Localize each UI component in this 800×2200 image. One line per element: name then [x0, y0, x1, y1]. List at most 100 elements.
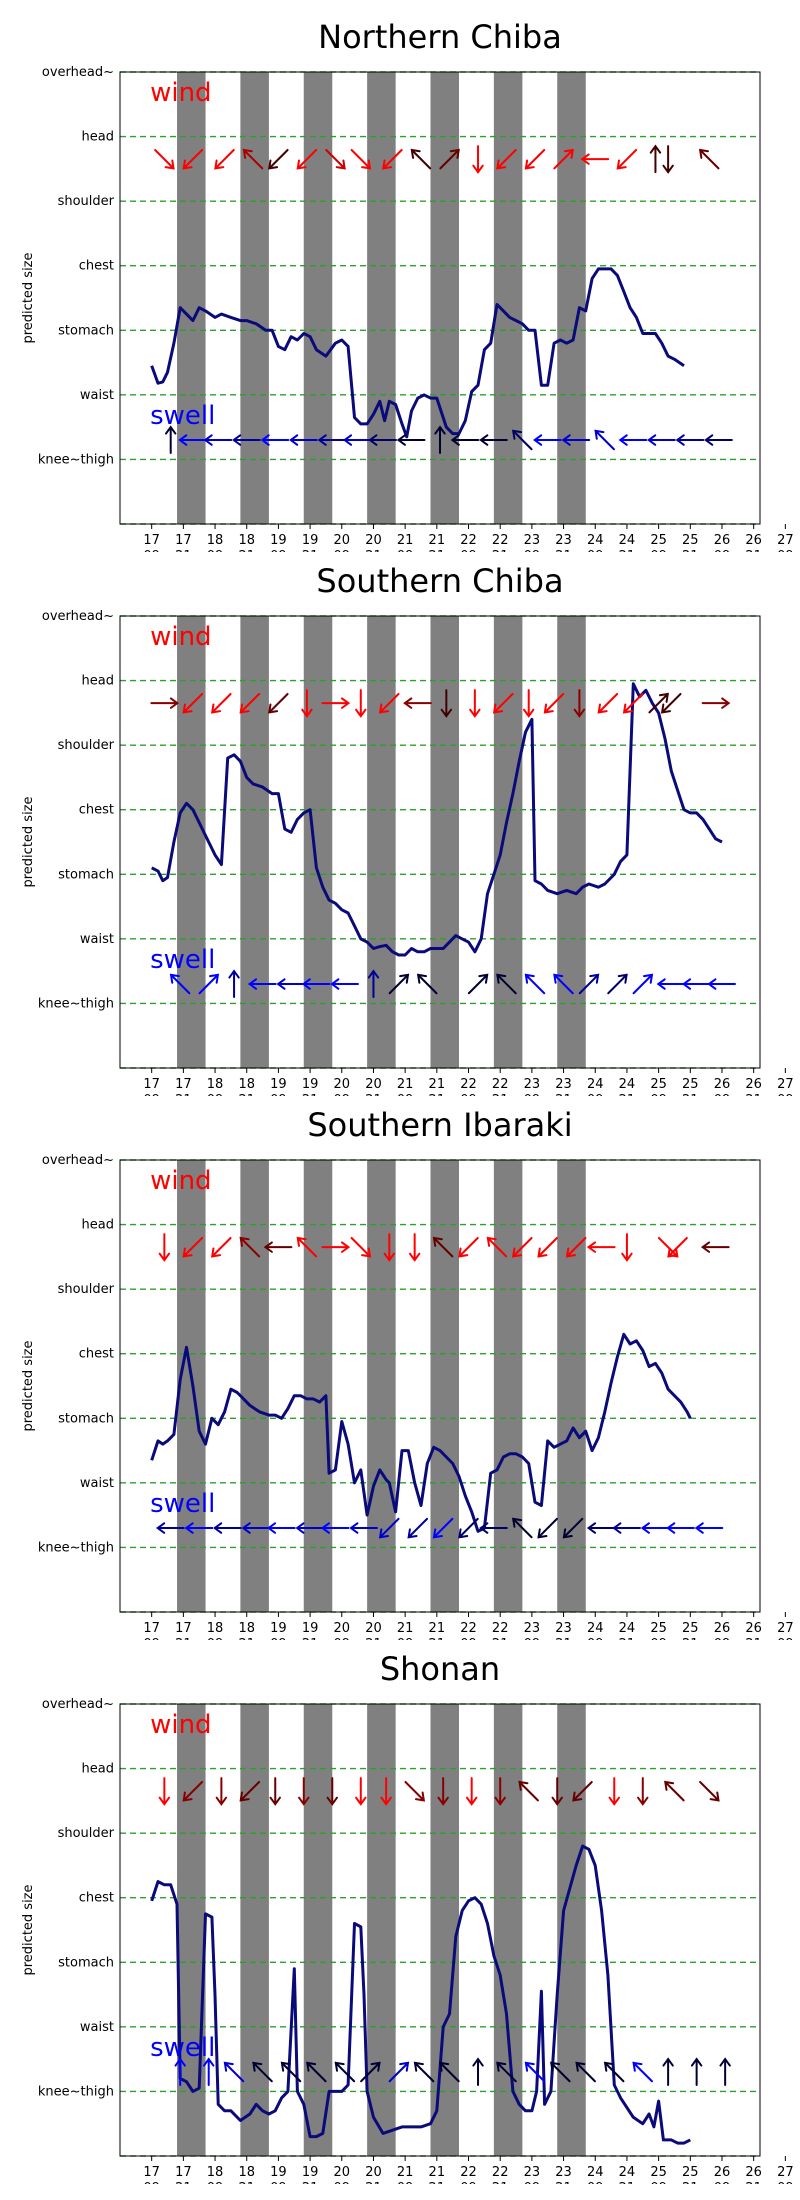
swell-arrow — [301, 978, 331, 990]
wind-arrow — [182, 1780, 204, 1802]
x-tick-day: 25 — [650, 533, 667, 548]
x-tick-hour: 09 — [143, 549, 160, 552]
swell-arrow — [632, 973, 654, 995]
x-tick-hour: 21 — [238, 2181, 255, 2184]
swell-arrow — [496, 973, 517, 995]
x-tick-day: 20 — [334, 2165, 351, 2180]
night-band — [430, 1160, 460, 1612]
wind-arrow — [622, 692, 644, 714]
night-band — [303, 1704, 333, 2156]
x-tick-hour: 09 — [650, 549, 667, 552]
chart-title: Southern Ibaraki — [307, 1106, 572, 1144]
x-tick-day: 24 — [619, 533, 636, 548]
wind-arrow — [239, 692, 261, 714]
swell-arrow — [416, 973, 438, 995]
swell-arrow — [553, 973, 574, 995]
swell-label: swell — [150, 401, 215, 431]
x-tick-hour: 21 — [238, 1093, 255, 1096]
x-tick-hour: 09 — [650, 2181, 667, 2184]
x-tick-hour: 21 — [302, 549, 319, 552]
x-tick-hour: 09 — [460, 1093, 477, 1096]
swell-arrow — [550, 2061, 571, 2083]
x-tick-hour: 09 — [207, 2181, 224, 2184]
y-axis-label: predicted size — [21, 1340, 36, 1431]
swell-arrow — [334, 2061, 356, 2083]
x-tick-hour: 21 — [619, 2181, 636, 2184]
swell-arrow — [164, 425, 177, 455]
wind-arrow — [543, 692, 565, 714]
x-tick-day: 27 — [777, 1077, 794, 1092]
x-tick-hour: 09 — [207, 1637, 224, 1640]
wind-arrow — [239, 1236, 261, 1258]
wind-arrow — [494, 1777, 506, 1806]
swell-arrow — [396, 434, 426, 446]
x-tick-hour: 21 — [682, 2181, 699, 2184]
night-band — [430, 72, 460, 524]
swell-arrow — [388, 973, 410, 995]
x-tick-day: 19 — [302, 1621, 319, 1636]
x-tick-hour: 09 — [143, 1637, 160, 1640]
swell-arrow — [178, 434, 207, 446]
x-tick-day: 17 — [175, 1621, 192, 1636]
y-axis-label: predicted size — [21, 252, 36, 343]
swell-arrow — [533, 434, 562, 446]
swell-arrow — [317, 434, 347, 446]
swell-arrow — [388, 2061, 410, 2083]
night-band — [493, 616, 523, 1068]
x-tick-day: 19 — [302, 533, 319, 548]
x-tick-hour: 09 — [460, 1637, 477, 1640]
wind-arrow — [649, 144, 662, 174]
swell-arrow — [174, 2057, 186, 2087]
wind-arrow — [404, 1780, 426, 1802]
wind-arrow — [380, 1777, 392, 1806]
x-tick-hour: 21 — [555, 2181, 572, 2184]
x-tick-day: 17 — [143, 1077, 160, 1092]
wind-arrow — [565, 1236, 587, 1258]
x-tick-hour: 21 — [745, 2181, 762, 2184]
x-tick-hour: 21 — [365, 2181, 382, 2184]
wind-arrow — [701, 697, 731, 709]
swell-arrow — [450, 434, 480, 446]
x-tick-hour: 21 — [619, 1637, 636, 1640]
swell-arrow — [228, 969, 240, 999]
swell-arrow — [632, 2061, 653, 2083]
x-tick-hour: 21 — [238, 1637, 255, 1640]
swell-arrow — [247, 978, 277, 990]
y-tick-label: head — [82, 130, 114, 145]
x-tick-day: 21 — [429, 2165, 446, 2180]
x-tick-hour: 09 — [524, 1637, 541, 1640]
wind-arrow — [469, 689, 481, 718]
wind-arrow — [158, 1777, 171, 1806]
x-tick-hour: 21 — [682, 1637, 699, 1640]
y-tick-label: head — [82, 1218, 114, 1233]
x-tick-day: 21 — [397, 533, 414, 548]
x-tick-hour: 21 — [745, 549, 762, 552]
y-tick-label: knee~thigh — [38, 2084, 114, 2099]
x-tick-hour: 21 — [175, 2181, 192, 2184]
x-tick-day: 26 — [745, 533, 762, 548]
wind-arrow — [296, 1236, 318, 1258]
x-tick-day: 25 — [650, 1077, 667, 1092]
x-tick-day: 19 — [270, 1621, 287, 1636]
x-tick-hour: 09 — [270, 2181, 287, 2184]
wind-arrow — [326, 1777, 338, 1806]
swell-arrow — [349, 1522, 378, 1534]
x-tick-day: 24 — [619, 1077, 636, 1092]
x-tick-day: 26 — [714, 533, 731, 548]
x-tick-day: 26 — [745, 2165, 762, 2180]
wind-arrow — [537, 1236, 558, 1258]
x-tick-day: 23 — [555, 1621, 572, 1636]
x-tick-day: 21 — [397, 1621, 414, 1636]
plot-frame — [119, 71, 761, 525]
night-band — [177, 616, 206, 1068]
night-band — [177, 1160, 206, 1612]
night-band — [303, 72, 333, 524]
swell-arrow — [586, 1522, 616, 1534]
x-tick-day: 26 — [714, 1077, 731, 1092]
wind-arrow — [268, 692, 289, 714]
y-tick-label: chest — [79, 259, 114, 274]
x-tick-hour: 21 — [302, 1637, 319, 1640]
x-tick-hour: 09 — [587, 1637, 604, 1640]
wind-arrow — [410, 148, 432, 170]
x-tick-day: 27 — [777, 1621, 794, 1636]
